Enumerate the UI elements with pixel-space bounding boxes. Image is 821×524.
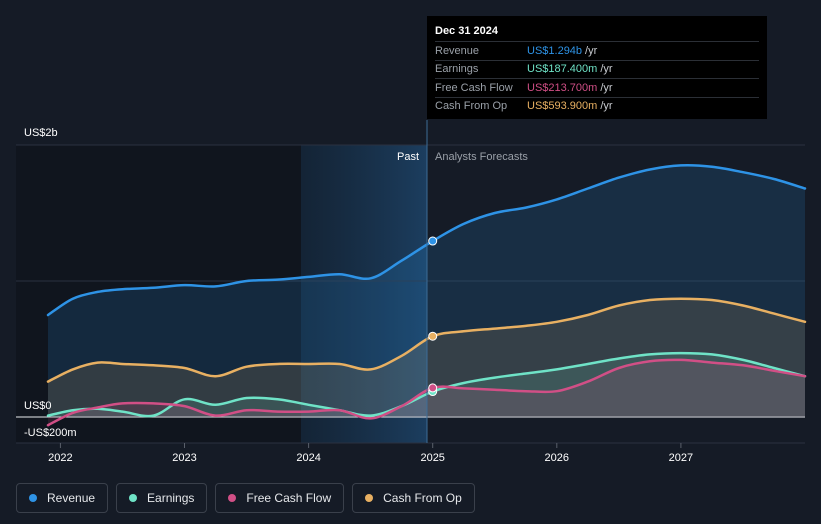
legend-item-free-cash-flow[interactable]: Free Cash Flow <box>215 483 345 513</box>
tooltip-date: Dec 31 2024 <box>435 25 498 37</box>
x-tick-label: 2022 <box>48 452 72 464</box>
tooltip-row-revenue: Revenue US$1.294b /yr <box>435 41 759 60</box>
tooltip-label: Free Cash Flow <box>435 81 513 94</box>
x-tick-label: 2026 <box>545 452 569 464</box>
tooltip: Dec 31 2024 Revenue US$1.294b /yr Earnin… <box>427 16 767 119</box>
legend-label: Free Cash Flow <box>246 491 332 505</box>
highlight-band <box>301 145 427 443</box>
tooltip-value: US$213.700m <box>527 81 598 94</box>
tooltip-value: US$1.294b <box>527 44 583 57</box>
past-label: Past <box>397 151 419 163</box>
legend-item-earnings[interactable]: Earnings <box>116 483 208 513</box>
tooltip-label: Revenue <box>435 44 480 57</box>
revenue-dot-icon <box>29 494 37 502</box>
cash-from-op-marker <box>428 331 438 341</box>
x-tick-label: 2023 <box>172 452 196 464</box>
revenue-marker <box>428 236 438 246</box>
x-tick-label: 2027 <box>669 452 693 464</box>
free-cash-flow-dot-icon <box>228 494 237 502</box>
legend-label: Revenue <box>47 491 96 505</box>
tooltip-unit: /yr <box>585 44 598 57</box>
tooltip-label: Earnings <box>435 63 479 76</box>
series-lines <box>46 163 807 427</box>
y-axis-labels: US$2b US$0 -US$200m <box>24 127 77 439</box>
y-tick-label: US$2b <box>24 127 58 139</box>
forecast-label: Analysts Forecasts <box>435 151 528 163</box>
x-tick-label: 2025 <box>420 452 444 464</box>
tooltip-row-cash-from-op: Cash From Op US$593.900m /yr <box>435 96 759 116</box>
tooltip-value: US$187.400m <box>527 63 598 76</box>
x-axis-labels: 2022 2023 2024 2025 2026 2027 <box>48 443 693 464</box>
earnings-line <box>46 351 807 418</box>
gridlines <box>16 144 805 444</box>
y-tick-label: -US$200m <box>24 427 77 439</box>
x-tick-label: 2024 <box>296 452 320 464</box>
tooltip-label: Cash From Op <box>435 100 508 113</box>
free-cash-flow-line <box>46 358 807 427</box>
tooltip-value: US$593.900m <box>527 100 598 113</box>
legend-label: Cash From Op <box>383 491 462 505</box>
y-tick-label: US$0 <box>24 400 52 412</box>
legend-item-cash-from-op[interactable]: Cash From Op <box>352 483 475 513</box>
tooltip-row-free-cash-flow: Free Cash Flow US$213.700m /yr <box>435 78 759 97</box>
legend-item-revenue[interactable]: Revenue <box>16 483 109 513</box>
cash-from-op-line <box>46 297 807 383</box>
cash-from-op-dot-icon <box>365 494 374 502</box>
legend: Revenue Earnings Free Cash Flow Cash Fro… <box>16 483 475 513</box>
tooltip-row-earnings: Earnings US$187.400m /yr <box>435 59 759 79</box>
legend-label: Earnings <box>147 491 195 505</box>
present-markers <box>428 236 438 397</box>
tooltip-unit: /yr <box>600 100 613 113</box>
tooltip-unit: /yr <box>600 63 613 76</box>
tooltip-unit: /yr <box>600 81 613 94</box>
free-cash-flow-marker <box>428 383 438 393</box>
revenue-line <box>46 163 807 317</box>
earnings-dot-icon <box>129 494 138 502</box>
